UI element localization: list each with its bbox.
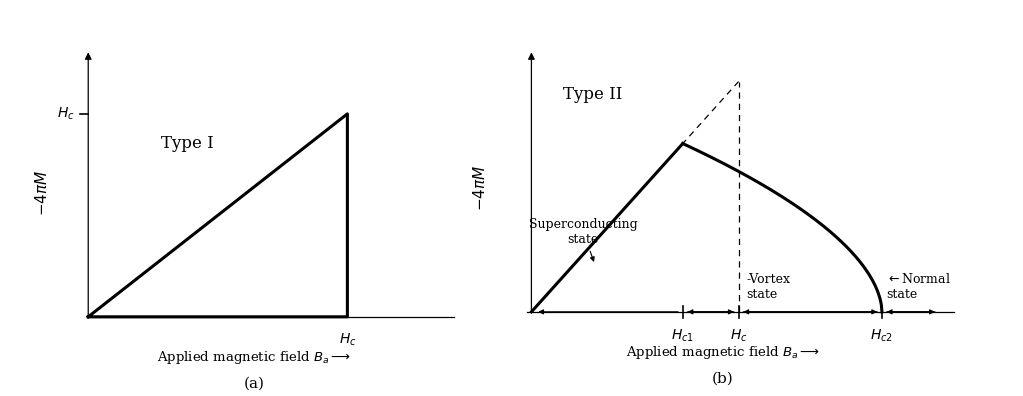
Text: $H_{c2}$: $H_{c2}$ (871, 328, 893, 345)
Text: $-4\pi M$: $-4\pi M$ (34, 170, 50, 216)
Text: Applied magnetic field $B_a\longrightarrow$: Applied magnetic field $B_a\longrightarr… (158, 349, 352, 366)
Text: Type II: Type II (564, 86, 623, 103)
Text: $H_{c1}$: $H_{c1}$ (671, 328, 695, 345)
Text: $H_c$: $H_c$ (729, 328, 748, 345)
Text: Type I: Type I (162, 135, 214, 152)
Text: Applied magnetic field $B_a\longrightarrow$: Applied magnetic field $B_a\longrightarr… (626, 344, 819, 361)
Text: $H_c$: $H_c$ (339, 332, 356, 348)
Text: $\leftarrow$Normal
state: $\leftarrow$Normal state (886, 272, 950, 301)
Text: $-4\pi M$: $-4\pi M$ (472, 165, 488, 211)
Text: Superconducting
state: Superconducting state (529, 218, 637, 261)
Text: -Vortex
state: -Vortex state (747, 273, 791, 301)
Text: (a): (a) (243, 376, 265, 390)
Text: $H_c$: $H_c$ (57, 106, 75, 122)
Text: (b): (b) (712, 371, 733, 385)
